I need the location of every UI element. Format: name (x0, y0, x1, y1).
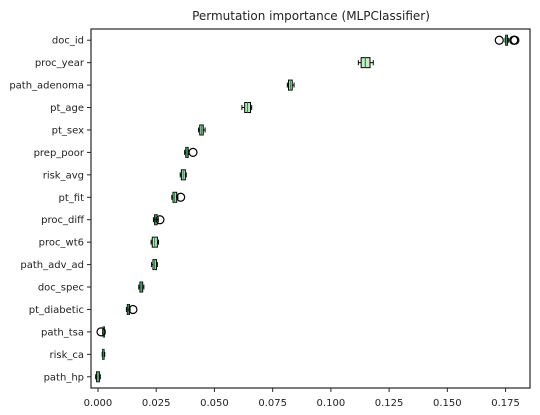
chart-title: Permutation importance (MLPClassifier) (192, 9, 430, 23)
box-proc-year (357, 57, 374, 69)
flier-point (494, 35, 504, 45)
box-doc-id (494, 34, 520, 46)
y-tick-label-path-adenoma: path_adenoma (9, 81, 84, 92)
y-tick-label-prep-poor: prep_poor (34, 148, 85, 159)
box-path-adenoma (286, 79, 295, 91)
y-tick-label-pt-sex: pt_sex (52, 125, 84, 136)
y-tick-label-proc-year: proc_year (35, 58, 85, 69)
x-tick-label-4: 0.100 (317, 398, 346, 409)
x-tick-label-2: 0.050 (200, 398, 229, 409)
boxes (95, 34, 520, 383)
x-tick-label-6: 0.150 (433, 398, 462, 409)
y-tick-label-path-tsa: path_tsa (41, 327, 84, 338)
box-proc-wt6 (150, 236, 160, 248)
y-tick-label-pt-age: pt_age (50, 103, 84, 114)
y-tick-label-risk-avg: risk_avg (43, 170, 84, 181)
y-tick-label-pt-diabetic: pt_diabetic (29, 305, 84, 316)
plot-frame (90, 28, 531, 389)
flier-point (176, 192, 186, 202)
x-tick-label-5: 0.125 (375, 398, 404, 409)
y-tick-labels: doc_id proc_year path_adenoma pt_age pt_sexp… (9, 36, 91, 383)
flier-point (96, 327, 106, 337)
x-tick-label-0: 0.000 (84, 398, 113, 409)
y-tick-label-pt-fit: pt_fit (59, 193, 85, 204)
y-tick-label-proc-diff: proc_diff (41, 215, 85, 226)
flier-point (155, 215, 165, 225)
box-proc-diff (152, 214, 165, 226)
x-tick-label-1: 0.025 (142, 398, 171, 409)
x-tick-label-7: 0.175 (491, 398, 520, 409)
box-pt-diabetic (125, 303, 138, 315)
flier-point (510, 35, 520, 45)
box-pt-sex (198, 124, 206, 136)
y-tick-label-path-adv-ad: path_adv_ad (20, 260, 84, 271)
y-tick-label-path-hp: path_hp (44, 372, 84, 383)
box-path-tsa (96, 326, 106, 338)
flier-point (128, 304, 138, 315)
box-path-hp (95, 371, 101, 383)
box-pt-age (241, 102, 253, 114)
box-pt-fit (171, 191, 186, 203)
box-prep-poor (184, 146, 198, 158)
y-tick-label-proc-wt6: proc_wt6 (39, 238, 84, 249)
box-path-adv-ad (151, 259, 158, 271)
box-risk-avg (179, 169, 187, 181)
x-tick-label-3: 0.075 (258, 398, 287, 409)
x-tick-labels: 0.000 0.025 0.050 0.075 0.100 0.125 0.150 0.175 (84, 388, 520, 409)
y-tick-label-doc-id: doc_id (52, 36, 84, 47)
y-tick-label-risk-ca: risk_ca (49, 350, 84, 361)
box-doc-spec (138, 281, 145, 293)
flier-point (188, 147, 198, 158)
y-tick-label-doc-spec: doc_spec (38, 283, 84, 294)
box-risk-ca (101, 348, 106, 360)
